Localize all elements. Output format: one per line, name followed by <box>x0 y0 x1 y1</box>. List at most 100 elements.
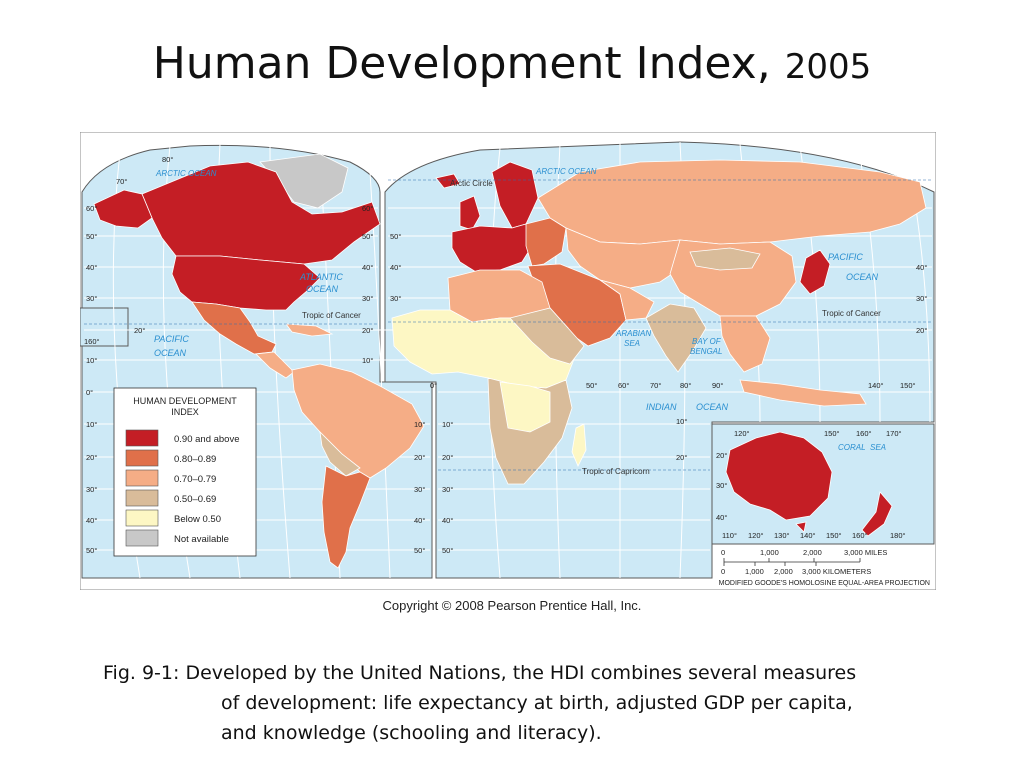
label-coral-2: SEA <box>870 443 886 452</box>
label-indian-1: INDIAN <box>646 402 677 412</box>
japan <box>799 249 831 295</box>
deg-label: 0° <box>86 388 93 397</box>
label-pacific-right-1: PACIFIC <box>828 252 863 262</box>
deg-label: 10° <box>362 356 373 365</box>
caribbean <box>285 323 334 337</box>
scandinavia <box>491 161 539 229</box>
indonesia <box>739 379 867 407</box>
reference-lines <box>84 179 932 471</box>
label-tropic-capricorn: Tropic of Capricorn <box>582 467 650 476</box>
label-bengal-1: BAY OF <box>692 337 722 346</box>
label-pacific-right-2: OCEAN <box>846 272 879 282</box>
legend-swatch <box>125 469 159 487</box>
legend-swatch <box>125 509 159 527</box>
deg-label: 50° <box>442 546 453 555</box>
scale-km-1000: 1,000 <box>745 567 764 576</box>
deg-label: 70° <box>116 177 127 186</box>
deg-label: 20° <box>362 326 373 335</box>
scale-km-0: 0 <box>721 567 725 576</box>
projection-label: MODIFIED GOODE'S HOMOLOSINE EQUAL-AREA P… <box>719 580 930 587</box>
deg-label: 40° <box>86 516 97 525</box>
legend-swatch <box>125 449 159 467</box>
united-states <box>171 255 321 311</box>
label-atlantic-2: OCEAN <box>306 284 339 294</box>
india <box>645 303 707 373</box>
deg-label: 90° <box>712 381 723 390</box>
deg-label: 170° <box>886 429 902 438</box>
deg-label: 70° <box>650 381 661 390</box>
hdi-world-map: ARCTIC OCEAN ARCTIC OCEAN ARABIAN SEA BA… <box>80 132 936 590</box>
south-america-north <box>291 363 425 479</box>
deg-label: 50° <box>86 546 97 555</box>
deg-label: 40° <box>86 263 97 272</box>
deg-label: 30° <box>390 294 401 303</box>
label-indian-2: OCEAN <box>696 402 729 412</box>
deg-label: 50° <box>86 232 97 241</box>
southeast-asia <box>719 315 771 373</box>
caption-line-3: and knowledge (schooling and literacy). <box>221 722 602 744</box>
deg-label: 40° <box>442 516 453 525</box>
deg-label: 30° <box>414 485 425 494</box>
deg-label: 30° <box>86 294 97 303</box>
deg-label: 0° <box>430 381 437 390</box>
deg-label: 10° <box>442 420 453 429</box>
deg-label: 150° <box>900 381 916 390</box>
label-arabian-1: ARABIAN <box>615 329 651 338</box>
deg-label: 20° <box>414 453 425 462</box>
legend-label: Not available <box>174 534 229 545</box>
central-asia <box>565 227 691 289</box>
title-text: Human Development Index, <box>152 38 771 89</box>
legend-label: 0.70–0.79 <box>174 474 216 485</box>
deg-label: 10° <box>676 417 687 426</box>
deg-label: 60° <box>86 204 97 213</box>
alaska <box>93 189 153 229</box>
deg-label: 150° <box>824 429 840 438</box>
central-africa <box>499 381 551 433</box>
iceland <box>435 173 461 189</box>
label-tropic-cancer-left: Tropic of Cancer <box>302 311 361 320</box>
new-zealand <box>861 491 893 537</box>
legend-label: Below 0.50 <box>174 514 221 525</box>
caption-line-2: of development: life expectancy at birth… <box>221 692 853 714</box>
scale-bar: 0 1,000 2,000 3,000 MILES 0 1,000 2,000 … <box>719 548 930 587</box>
deg-label: 60° <box>362 204 373 213</box>
legend-label: 0.80–0.89 <box>174 454 216 465</box>
deg-label: 30° <box>362 294 373 303</box>
deg-label: 40° <box>716 513 727 522</box>
deg-label: 80° <box>162 155 173 164</box>
deg-label: 40° <box>362 263 373 272</box>
deg-label: 20° <box>676 453 687 462</box>
scale-km-3000: 3,000 KILOMETERS <box>802 567 871 576</box>
deg-label: 120° <box>734 429 750 438</box>
deg-label: 30° <box>86 485 97 494</box>
deg-label: 10° <box>414 420 425 429</box>
legend-swatch <box>125 489 159 507</box>
scale-mi-0: 0 <box>721 548 725 557</box>
deg-label: 10° <box>86 420 97 429</box>
deg-label: 60° <box>618 381 629 390</box>
legend-swatch <box>125 529 159 547</box>
label-pacific-left-1: PACIFIC <box>154 334 189 344</box>
page-title: Human Development Index, 2005 <box>0 38 1024 89</box>
deg-label: 40° <box>916 263 927 272</box>
legend: HUMAN DEVELOPMENT INDEX 0.90 and above 0.… <box>113 387 257 557</box>
deg-label: 20° <box>916 326 927 335</box>
scale-mi-1000: 1,000 <box>760 548 779 557</box>
deg-label: 50° <box>586 381 597 390</box>
legend-title-1: HUMAN DEVELOPMENT <box>133 396 237 406</box>
legend-title-2: INDEX <box>171 407 199 417</box>
deg-label: 50° <box>362 232 373 241</box>
madagascar <box>571 423 587 467</box>
deg-label: 30° <box>442 485 453 494</box>
degree-labels: 80° 70° 60° 50° 40° 30° 20° 10° 0° 10° 2… <box>84 155 927 555</box>
label-coral-1: CORAL <box>838 443 866 452</box>
scale-mi-2000: 2,000 <box>803 548 822 557</box>
figure-caption: Fig. 9-1: Developed by the United Nation… <box>103 658 933 748</box>
label-pacific-left-2: OCEAN <box>154 348 187 358</box>
deg-label: 40° <box>390 263 401 272</box>
deg-label: 120° <box>748 531 764 540</box>
western-europe <box>451 223 533 273</box>
deg-label: 10° <box>86 356 97 365</box>
deg-label: 30° <box>916 294 927 303</box>
deg-label: 160° <box>852 531 868 540</box>
